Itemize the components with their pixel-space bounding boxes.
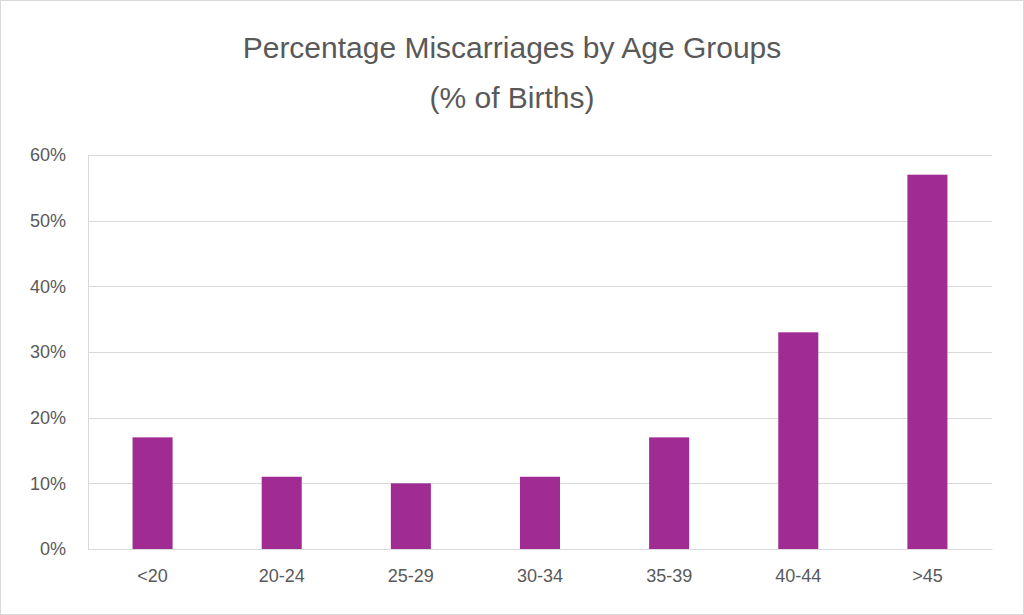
bar — [907, 175, 947, 549]
y-axis: 0% 10% 20% 30% 40% 50% 60% — [30, 145, 89, 559]
y-tick: 40% — [30, 277, 88, 297]
chart-background — [1, 1, 1024, 615]
y-tick: 60% — [30, 145, 88, 165]
y-axis-line — [88, 156, 89, 550]
x-tick-label: 40-44 — [775, 566, 821, 586]
y-tick: 0% — [40, 539, 88, 559]
y-tick-label: 0% — [40, 539, 66, 559]
title: Percentage Miscarriages by Age Groups — [243, 31, 782, 64]
x-tick: <20 — [137, 549, 168, 586]
x-tick-label: <20 — [137, 566, 168, 586]
bar — [391, 483, 431, 549]
x-tick: 40-44 — [775, 549, 821, 586]
y-tick: 50% — [30, 211, 88, 231]
grid-line — [88, 286, 992, 287]
x-tick: 20-24 — [259, 549, 305, 586]
x-tick-label: 25-29 — [388, 566, 434, 586]
x-tick: >45 — [912, 549, 943, 586]
x-tick-label: 20-24 — [259, 566, 305, 586]
y-tick-label: 40% — [30, 277, 66, 297]
bar — [133, 437, 173, 549]
x-tick-label: 35-39 — [646, 566, 692, 586]
grid-line — [88, 352, 992, 353]
grid — [88, 156, 992, 550]
grid-line — [88, 549, 992, 550]
grid-line — [88, 155, 992, 156]
bar — [262, 477, 302, 549]
bars — [133, 175, 948, 549]
y-tick: 10% — [30, 474, 88, 494]
x-axis: <20 20-24 25-29 30-34 35-39 40-44 >45 — [89, 549, 993, 586]
x-tick: 30-34 — [517, 549, 563, 586]
y-tick-label: 50% — [30, 211, 66, 231]
y-tick-label: 20% — [30, 408, 66, 428]
y-tick: 20% — [30, 408, 88, 428]
grid-line — [88, 221, 992, 222]
y-tick-label: 60% — [30, 145, 66, 165]
bar — [649, 437, 689, 549]
x-tick-label: >45 — [912, 566, 943, 586]
y-tick-label: 30% — [30, 342, 66, 362]
y-tick: 30% — [30, 342, 88, 362]
grid-line — [88, 418, 992, 419]
x-tick: 25-29 — [388, 549, 434, 586]
bar — [520, 477, 560, 549]
subtitle: (% of Births) — [429, 81, 594, 114]
chart: Percentage Miscarriages by Age Groups (% … — [0, 0, 1024, 615]
x-tick: 35-39 — [646, 549, 692, 586]
x-tick-label: 30-34 — [517, 566, 563, 586]
x-axis-line — [89, 549, 993, 550]
y-tick-label: 10% — [30, 474, 66, 494]
bar — [778, 332, 818, 549]
